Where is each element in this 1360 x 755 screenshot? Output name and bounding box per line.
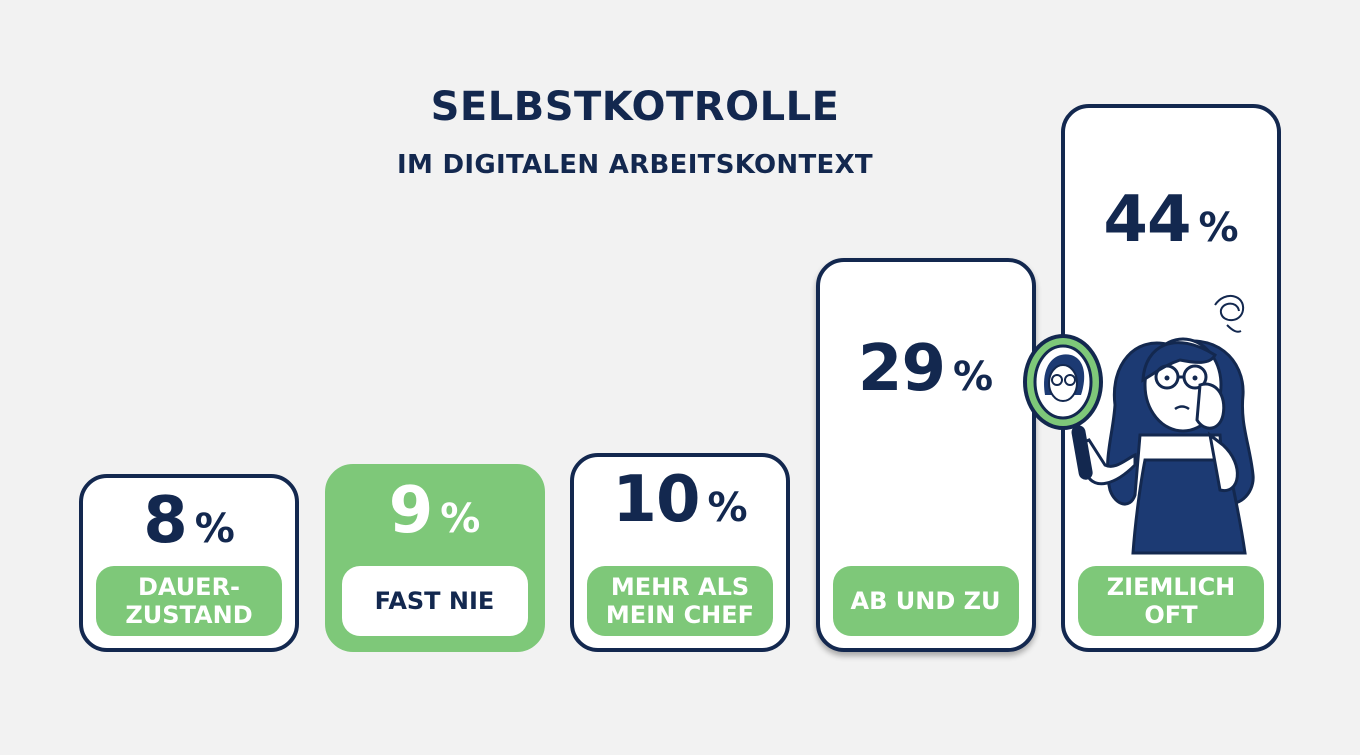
bar-value-number: 9	[388, 473, 434, 548]
hand-on-cheek	[1195, 382, 1226, 430]
bar-value-label: 10%	[574, 463, 786, 537]
percent-sign: %	[952, 354, 994, 401]
bar-value-number: 29	[857, 332, 946, 407]
percent-sign: %	[440, 495, 481, 542]
bar: 10% MEHR ALS MEIN CHEF	[570, 453, 790, 652]
category-label: DAUER- ZUSTAND	[96, 566, 282, 636]
stress-scribble-icon	[1214, 295, 1245, 333]
bar-value-label: 44%	[1065, 183, 1277, 257]
bar-value-label: 29%	[820, 332, 1032, 406]
bar-value-number: 10	[612, 463, 700, 538]
bar: 9% FAST NIE	[324, 463, 545, 652]
chart-title: SELBSTKOTROLLE	[430, 84, 840, 130]
percent-sign: %	[1198, 205, 1239, 251]
bar-value-number: 44	[1103, 183, 1191, 257]
bar-value-label: 8%	[83, 484, 295, 558]
chart-subtitle: IM DIGITALEN ARBEITSKONTEXT	[397, 150, 873, 180]
right-arm	[1207, 431, 1239, 492]
category-label: ZIEMLICH OFT	[1078, 566, 1264, 636]
bar-value-number: 8	[143, 484, 188, 558]
category-label: FAST NIE	[341, 565, 528, 636]
bar-value-label: 9%	[329, 474, 541, 548]
woman-looking-in-mirror-icon	[1023, 295, 1255, 555]
percent-sign: %	[707, 485, 748, 532]
percent-sign: %	[194, 506, 235, 552]
category-label: AB UND ZU	[832, 565, 1019, 636]
mirror-handle	[1071, 425, 1093, 480]
bar: 8% DAUER- ZUSTAND	[79, 474, 299, 652]
category-label: MEHR ALS MEIN CHEF	[587, 565, 773, 636]
bar: 29% AB UND ZU	[815, 258, 1036, 652]
